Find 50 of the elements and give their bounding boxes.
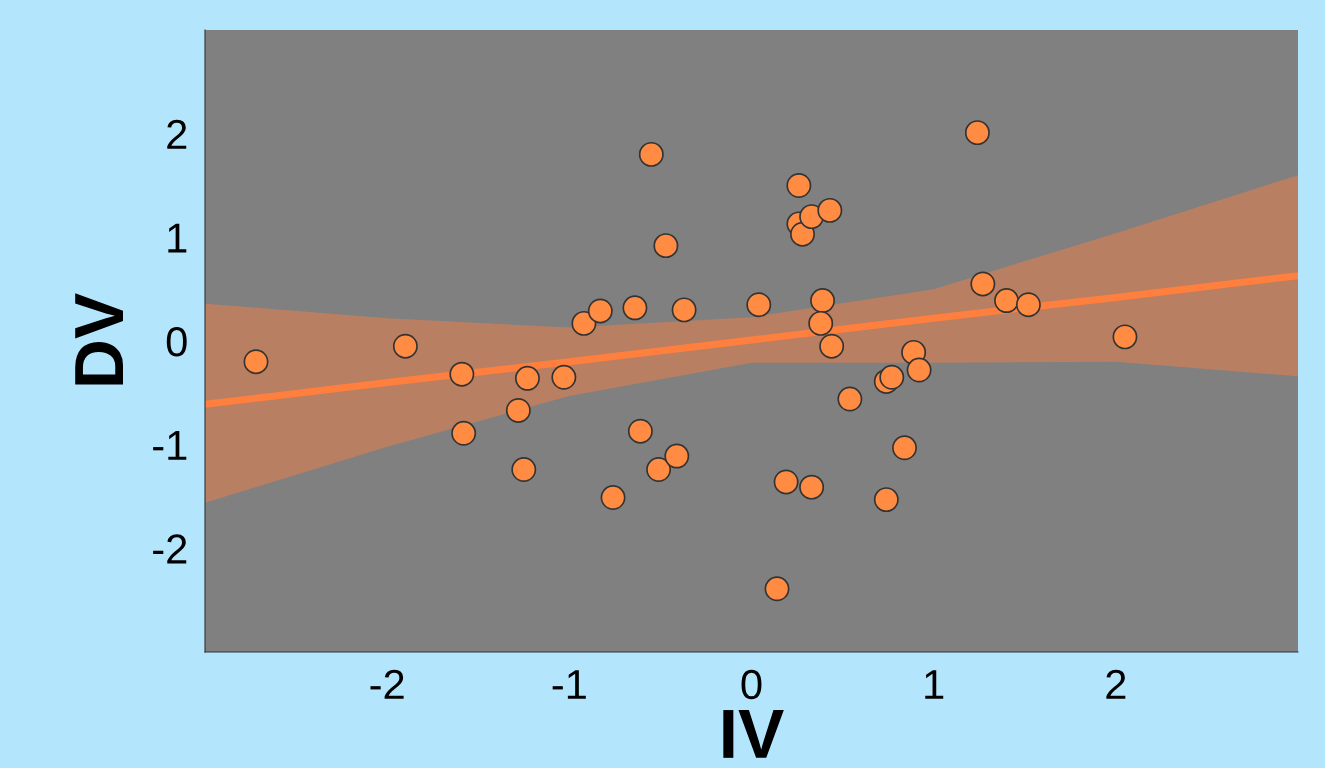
- point: [571, 310, 597, 336]
- x-tick-label: 0: [741, 669, 762, 700]
- point: [808, 310, 834, 336]
- point: [837, 386, 863, 412]
- point: [664, 443, 690, 469]
- point: [511, 457, 537, 483]
- point: [799, 474, 825, 500]
- point: [892, 435, 917, 461]
- point: [773, 469, 799, 495]
- point: [600, 485, 626, 510]
- point: [653, 233, 679, 259]
- point: [671, 297, 697, 323]
- point: [587, 298, 613, 324]
- y-tick-label: 1: [168, 223, 187, 253]
- point: [994, 288, 1019, 314]
- point: [786, 173, 812, 198]
- point: [964, 120, 990, 146]
- point: [1015, 292, 1041, 318]
- x-tick-label: 1: [925, 670, 944, 699]
- y-tick-label: 2: [167, 119, 187, 149]
- point: [505, 398, 531, 423]
- point: [819, 333, 845, 359]
- y-tick-label: -2: [153, 534, 187, 564]
- y-tick-label: 0: [166, 327, 187, 357]
- point: [622, 295, 648, 321]
- point: [449, 361, 475, 387]
- point: [451, 420, 477, 446]
- point: [970, 271, 996, 297]
- x-tick-label: -2: [370, 669, 404, 699]
- y-tick-label: -1: [153, 431, 187, 460]
- point: [551, 364, 577, 390]
- point: [873, 487, 899, 513]
- point: [1112, 324, 1138, 350]
- point: [392, 333, 418, 359]
- point: [627, 418, 653, 444]
- x-axis-title: IV: [723, 710, 784, 758]
- point: [746, 292, 772, 318]
- point: [514, 365, 540, 391]
- y-axis-title: DV: [75, 293, 123, 385]
- x-tick-label: -1: [552, 670, 586, 699]
- point: [817, 197, 843, 223]
- point: [646, 457, 672, 483]
- point: [790, 221, 815, 247]
- point: [243, 349, 269, 375]
- point: [810, 288, 835, 314]
- point: [906, 357, 932, 383]
- point: [879, 364, 905, 390]
- point: [764, 576, 790, 602]
- point: [638, 141, 664, 167]
- x-tick-label: 2: [1106, 669, 1126, 699]
